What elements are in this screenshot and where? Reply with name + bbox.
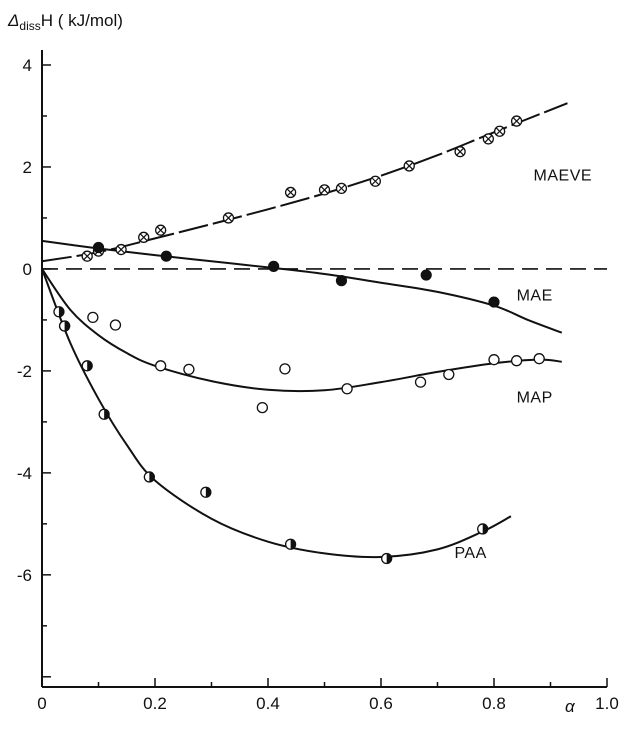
maeve-marker <box>318 184 331 196</box>
data-markers <box>53 115 545 565</box>
map-marker <box>488 354 500 366</box>
mae-series-label: MAE <box>517 287 553 304</box>
paa-curve <box>41 268 512 559</box>
x-tick-label: 0.8 <box>482 694 506 713</box>
paa-marker <box>284 538 297 550</box>
maeve-marker <box>222 212 235 224</box>
mae-curve <box>41 239 563 334</box>
map-marker <box>510 355 523 367</box>
y-tick-label: -4 <box>17 464 32 483</box>
map-marker <box>341 383 353 395</box>
fitted-curves <box>41 102 568 559</box>
text-labels: ΔdissH ( kJ/mol) α 4 2 0 -2 -4 -6 0 0.2 0.4 0.6 0.… <box>7 11 619 716</box>
map-series-label: MAP <box>517 389 553 406</box>
y-tick-label: -2 <box>17 362 32 381</box>
map-marker <box>414 376 427 388</box>
y-axis-label: ΔdissH ( kJ/mol) <box>7 11 123 33</box>
maeve-marker <box>154 224 167 236</box>
x-tick-label: 0.4 <box>256 694 280 713</box>
maeve-marker <box>369 175 382 187</box>
maeve-curve <box>41 102 568 263</box>
maeve-marker <box>81 250 93 262</box>
x-tick-label: 1.0 <box>595 694 619 713</box>
y-tick-label: -6 <box>17 566 32 585</box>
paa-marker <box>477 523 489 535</box>
paa-marker <box>58 320 71 332</box>
maeve-marker <box>284 186 297 199</box>
paa-marker <box>53 306 65 318</box>
y-tick-label: 0 <box>23 260 32 279</box>
map-marker <box>87 311 99 324</box>
mae-marker <box>268 260 280 272</box>
maeve-marker <box>335 182 348 195</box>
map-marker <box>443 368 455 381</box>
paa-marker <box>81 360 93 372</box>
x-axis-label: α <box>565 697 576 716</box>
maeve-marker <box>510 115 523 127</box>
mae-marker <box>420 269 432 281</box>
maeve-marker <box>138 231 150 243</box>
maeve-marker <box>493 125 506 137</box>
x-tick-label: 0 <box>37 694 46 713</box>
maeve-marker <box>403 160 415 172</box>
map-marker <box>109 319 122 331</box>
mae-marker <box>160 250 172 262</box>
y-tick-label: 2 <box>23 158 32 177</box>
map-marker <box>183 363 195 376</box>
map-marker <box>533 353 545 365</box>
x-tick-label: 0.6 <box>369 694 393 713</box>
axes <box>41 50 607 688</box>
tick-marks <box>41 64 608 687</box>
paa-series-label: PAA <box>454 545 486 562</box>
map-curve <box>41 268 562 393</box>
map-marker <box>279 363 291 375</box>
paa-marker <box>143 471 156 483</box>
mae-marker <box>488 296 500 308</box>
paa-marker <box>380 552 393 565</box>
map-marker <box>256 401 269 414</box>
x-tick-label: 0.2 <box>143 694 167 713</box>
maeve-series-label: MAEVE <box>534 168 593 185</box>
paa-marker <box>200 486 212 498</box>
mae-marker <box>92 241 105 254</box>
maeve-marker <box>454 146 466 158</box>
mae-marker <box>335 275 348 287</box>
paa-marker <box>98 408 110 420</box>
maeve-marker <box>115 243 127 256</box>
maeve-marker <box>482 133 495 145</box>
y-tick-label: 4 <box>23 56 32 75</box>
map-marker <box>154 360 167 372</box>
